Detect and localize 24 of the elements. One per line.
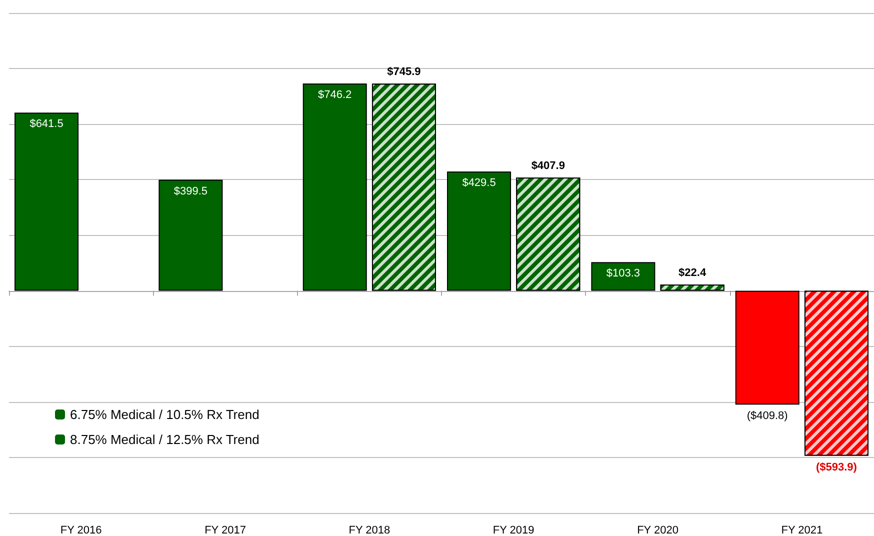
- bar: [302, 84, 367, 291]
- data-label: $407.9: [531, 160, 565, 172]
- x-tick-label: FY 2019: [492, 524, 534, 536]
- data-label: $746.2: [318, 89, 352, 101]
- x-tick-label: FY 2016: [60, 524, 102, 536]
- data-label: $103.3: [606, 268, 640, 280]
- data-label: $399.5: [174, 185, 208, 198]
- bar: [591, 262, 656, 291]
- legend-label: 6.75% Medical / 10.5% Rx Trend: [70, 407, 260, 422]
- x-tick-label: FY 2017: [204, 524, 246, 536]
- bar: [735, 290, 800, 405]
- x-tick-label: FY 2020: [637, 524, 678, 536]
- x-tick-label: FY 2018: [348, 524, 390, 536]
- data-label: ($593.9): [816, 461, 858, 474]
- bar: [14, 112, 79, 291]
- data-label: ($409.8): [746, 410, 788, 422]
- legend-label: 8.75% Medical / 12.5% Rx Trend: [70, 432, 260, 447]
- data-label: $22.4: [678, 267, 707, 280]
- bar: [447, 171, 512, 291]
- bar: [158, 180, 223, 291]
- x-tick-label: FY 2021: [781, 524, 823, 536]
- data-label: $641.5: [30, 118, 64, 130]
- data-label: $429.5: [462, 176, 496, 189]
- data-label: $745.9: [387, 66, 421, 78]
